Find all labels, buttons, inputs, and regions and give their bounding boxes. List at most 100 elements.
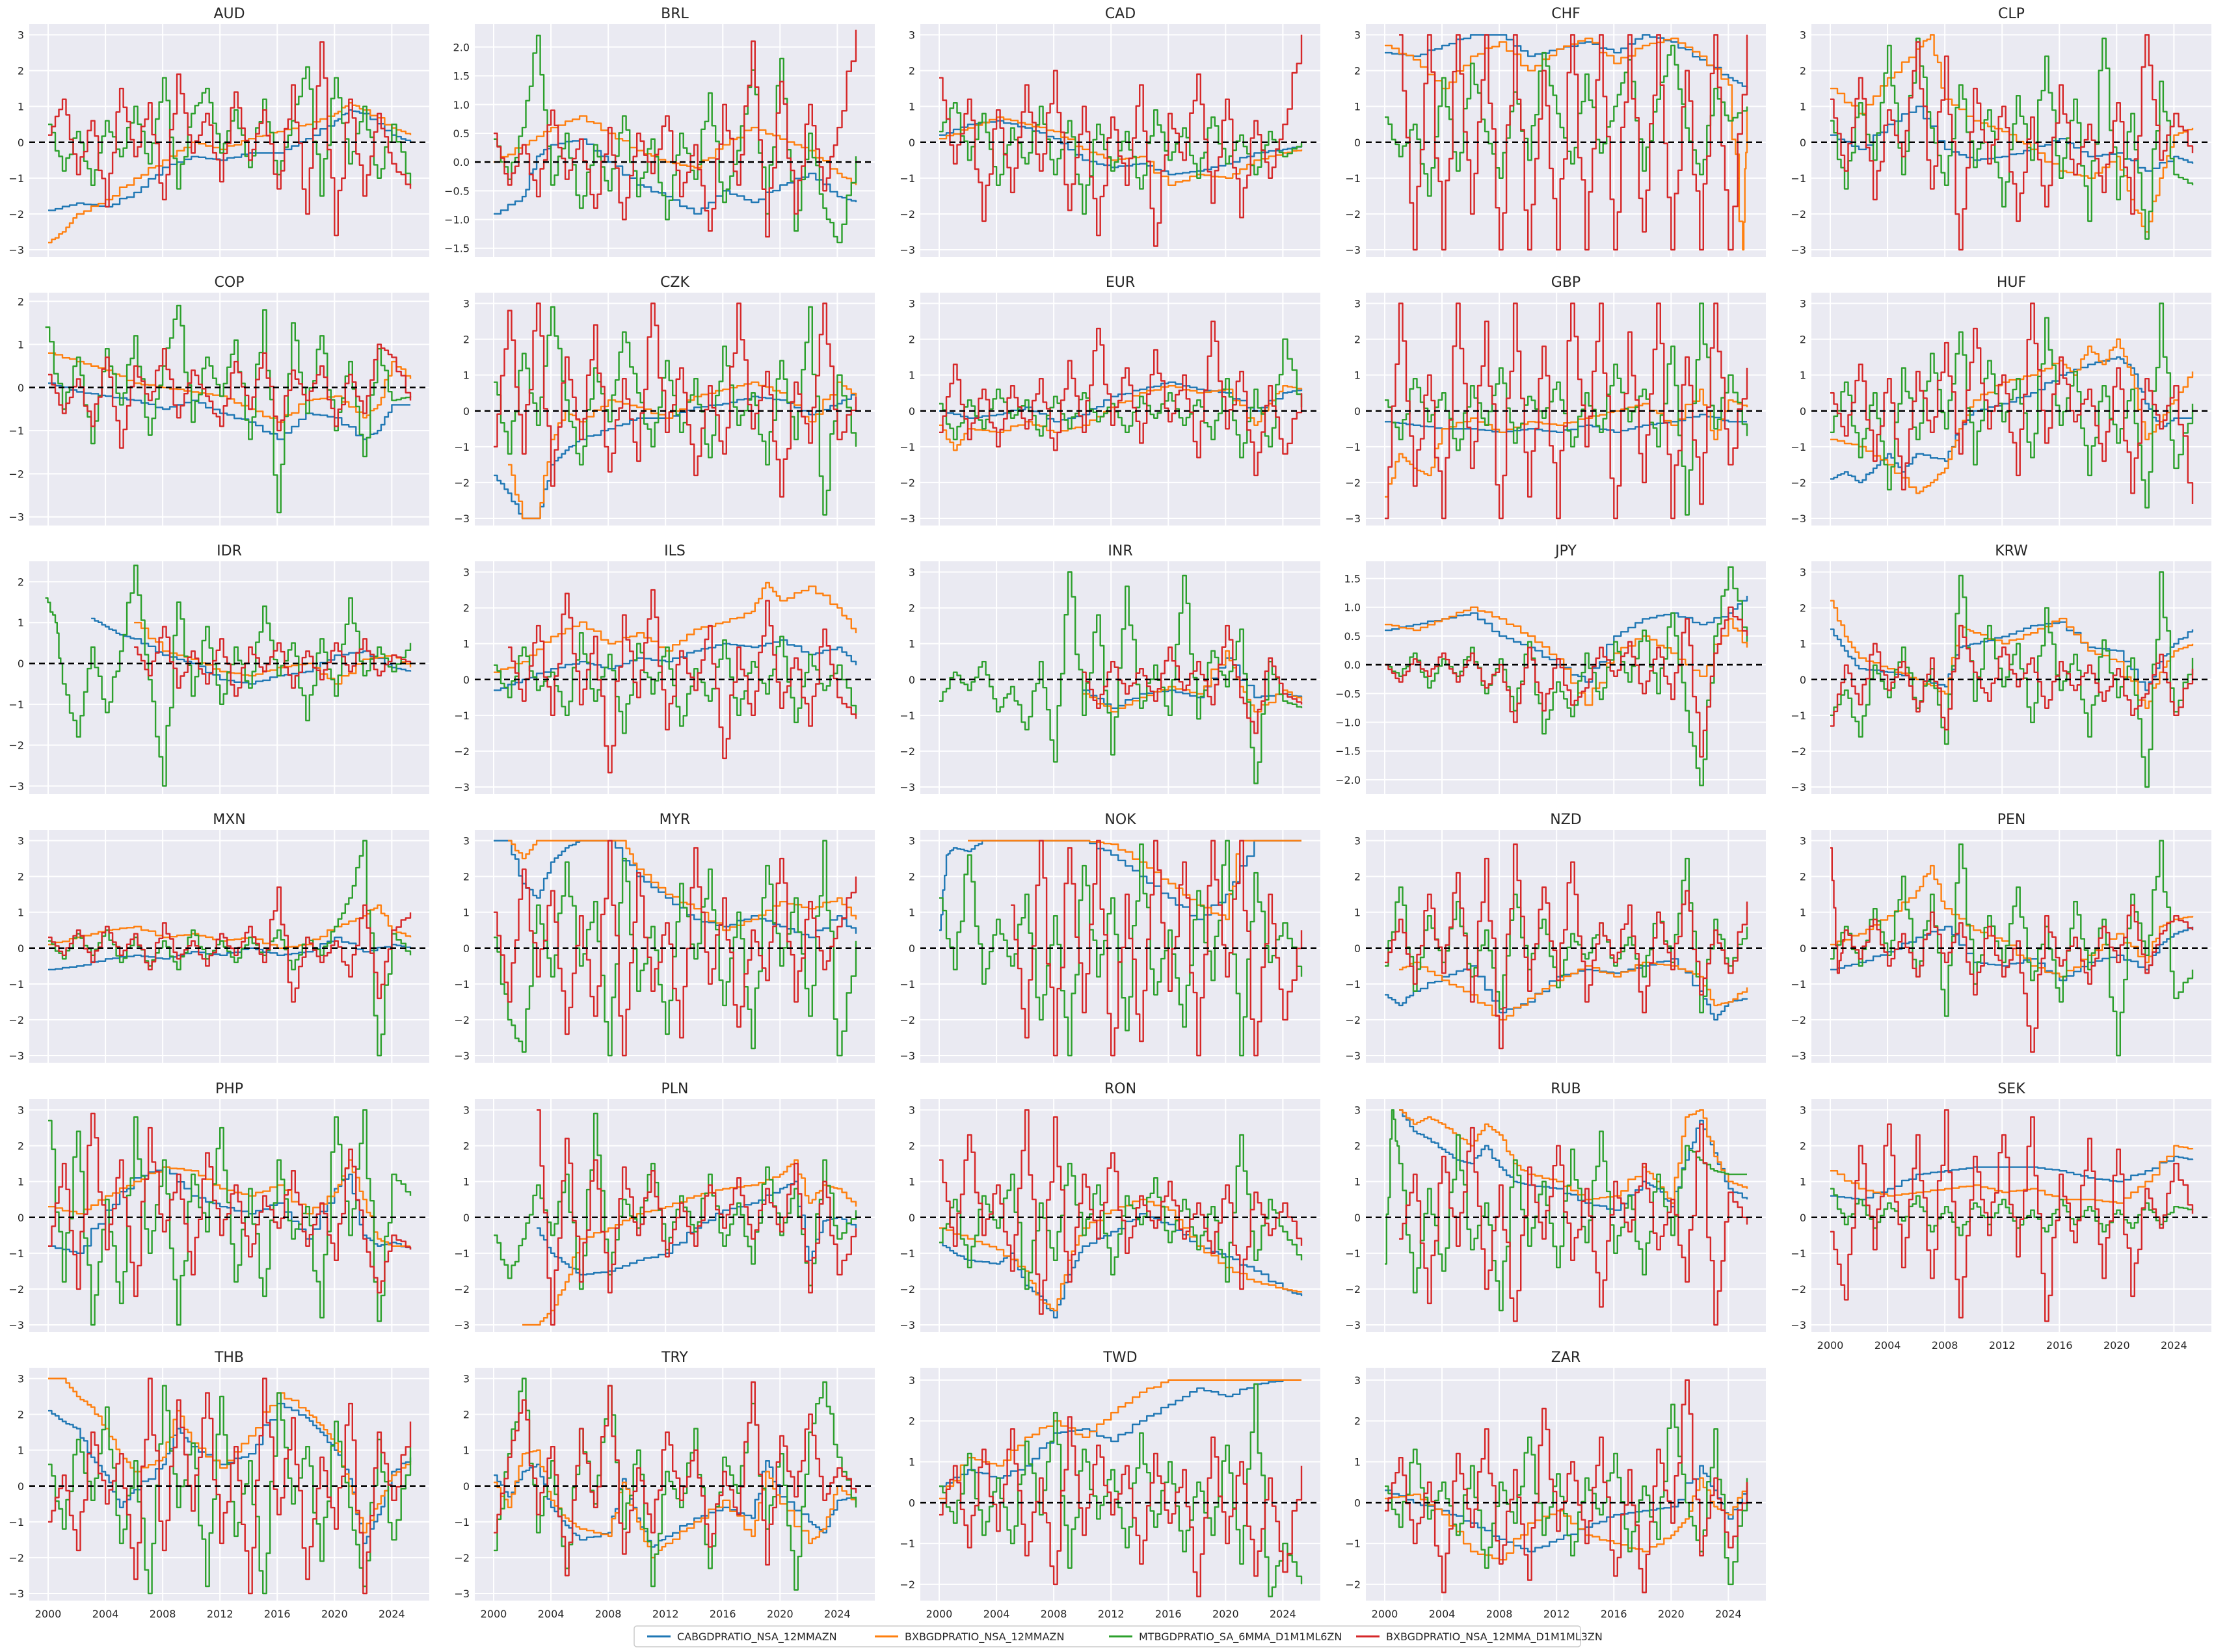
- series-group: [939, 840, 1303, 1057]
- legend-item: BXBGDPRATIO_NSA_12MMAZN: [875, 1631, 1064, 1644]
- panel-thb: −3 −2 −1 0 1 2 3 THB 2000 2004 2008 2012 2016 2020 202…: [8, 1350, 429, 1620]
- series-line-4: [1830, 624, 2194, 731]
- panel-background: [1811, 1099, 2211, 1332]
- legend-item: BXBGDPRATIO_NSA_12MMA_D1M1ML3ZN: [1356, 1631, 1603, 1644]
- panels: −3 −2 −1 0 1 2 3 AUD −1.5 −1.0 −0.5 0.0 0.5 1.0 1.5 2.0…: [8, 6, 2211, 1620]
- y-tick-label: −1: [1791, 441, 1806, 453]
- series-line-1: [939, 840, 1301, 931]
- panel-title: CZK: [660, 274, 689, 291]
- y-tick-label: 0: [18, 658, 24, 670]
- x-tick-label: 2004: [1429, 1608, 1456, 1620]
- y-tick-label: 0: [1800, 942, 1806, 955]
- panel-title: AUD: [213, 6, 245, 22]
- series-group: [45, 304, 412, 514]
- y-tick-label: −2: [1791, 208, 1806, 220]
- y-tick-label: −3: [454, 1588, 470, 1600]
- y-tick-label: 0: [909, 1212, 915, 1224]
- series-group: [939, 34, 1303, 247]
- panel-background: [1366, 24, 1766, 257]
- panel-background: [920, 1368, 1320, 1601]
- y-tick-label: −1.5: [444, 243, 470, 255]
- series-group: [1830, 840, 2194, 1057]
- series-line-4: [48, 343, 412, 449]
- y-tick-label: 1: [1354, 907, 1361, 919]
- panel-title: PEN: [1997, 812, 2026, 828]
- x-tick-label: 2012: [207, 1608, 233, 1620]
- y-tick-label: 3: [1800, 835, 1806, 847]
- y-tick-label: −3: [1791, 781, 1806, 793]
- y-tick-label: 0: [18, 1212, 24, 1224]
- y-tick-label: 2: [909, 65, 915, 77]
- x-tick-label: 2020: [767, 1608, 794, 1620]
- panel-background: [1811, 561, 2211, 794]
- x-tick-label: 2008: [1041, 1608, 1067, 1620]
- panel-background: [920, 1099, 1320, 1332]
- series-line-2: [939, 116, 1303, 186]
- panel-background: [1366, 1099, 1766, 1332]
- x-tick-label: 2004: [92, 1608, 119, 1620]
- panel-title: INR: [1108, 543, 1132, 559]
- series-line-4: [1385, 606, 1748, 758]
- y-tick-label: 0.5: [1344, 630, 1361, 643]
- y-tick-label: 3: [18, 1104, 24, 1117]
- y-tick-label: 0: [909, 405, 915, 418]
- panel-background: [920, 830, 1320, 1063]
- panel-krw: −3 −2 −1 0 1 2 3 KRW: [1791, 543, 2211, 794]
- y-tick-label: −1: [1791, 1247, 1806, 1260]
- y-tick-label: 1: [463, 1445, 470, 1457]
- y-tick-label: −1: [8, 978, 24, 991]
- y-tick-label: 2: [18, 295, 24, 308]
- panel-title: EUR: [1106, 274, 1135, 291]
- series-group: [48, 1378, 412, 1595]
- y-tick-label: −3: [900, 244, 915, 256]
- y-tick-label: 0: [1354, 1497, 1361, 1509]
- series-group: [1830, 302, 2194, 509]
- y-tick-label: 1: [463, 638, 470, 650]
- y-tick-label: 2: [1800, 65, 1806, 77]
- x-tick-label: 2000: [481, 1608, 507, 1620]
- panel-title: NZD: [1550, 812, 1581, 828]
- y-tick-label: 3: [1354, 1374, 1361, 1387]
- x-tick-label: 2016: [1601, 1608, 1627, 1620]
- series-group: [494, 1109, 857, 1326]
- y-tick-label: −3: [900, 1050, 915, 1062]
- series-line-3: [939, 1383, 1303, 1597]
- panel-rub: −3 −2 −1 0 1 2 3 RUB: [1345, 1081, 1766, 1332]
- y-tick-label: −1.0: [444, 214, 470, 226]
- x-tick-label: 2012: [1989, 1339, 2016, 1352]
- y-tick-label: −2: [1791, 1283, 1806, 1296]
- y-tick-label: 3: [1800, 29, 1806, 42]
- y-tick-label: 0: [909, 674, 915, 686]
- panel-brl: −1.5 −1.0 −0.5 0.0 0.5 1.0 1.5 2.0 BRL: [444, 6, 875, 257]
- y-tick-label: 3: [909, 29, 915, 42]
- x-tick-label: 2024: [2161, 1339, 2187, 1352]
- panel-background: [475, 561, 875, 794]
- y-tick-label: −2: [8, 739, 24, 752]
- legend-item: MTBGDPRATIO_SA_6MMA_D1M1ML6ZN: [1109, 1631, 1342, 1644]
- y-tick-label: 2: [18, 871, 24, 883]
- y-tick-label: 2: [1800, 871, 1806, 883]
- series-line-3: [1385, 1109, 1747, 1312]
- series-group: [48, 840, 412, 1057]
- y-tick-label: −1: [8, 699, 24, 711]
- panel-zar: −2 −1 0 1 2 3 ZAR 2000 2004 2008 2012 2016 2020 2024: [1345, 1350, 1766, 1620]
- legend: CABGDPRATIO_NSA_12MMAZN BXBGDPRATIO_NSA_1…: [634, 1625, 1603, 1647]
- y-tick-label: 2: [1354, 1415, 1361, 1428]
- y-tick-label: 0: [1800, 405, 1806, 418]
- x-tick-label: 2008: [1932, 1339, 1958, 1352]
- y-tick-label: 3: [909, 1104, 915, 1117]
- x-tick-label: 2004: [983, 1608, 1010, 1620]
- y-tick-label: 1: [909, 907, 915, 919]
- y-tick-label: −3: [454, 1319, 470, 1331]
- y-tick-label: −2: [900, 1579, 915, 1591]
- y-tick-label: −3: [454, 781, 470, 793]
- panel-title: KRW: [1995, 543, 2028, 559]
- y-tick-label: −3: [454, 1050, 470, 1062]
- panel-gbp: −3 −2 −1 0 1 2 3 GBP: [1345, 274, 1766, 526]
- series-line-2: [1385, 37, 1748, 251]
- y-tick-label: 0: [909, 137, 915, 149]
- panel-myr: −3 −2 −1 0 1 2 3 MYR: [454, 812, 875, 1063]
- panel-title: IDR: [217, 543, 242, 559]
- panel-nzd: −3 −2 −1 0 1 2 3 NZD: [1345, 812, 1766, 1063]
- panel-chf: −3 −2 −1 0 1 2 3 CHF: [1345, 6, 1766, 257]
